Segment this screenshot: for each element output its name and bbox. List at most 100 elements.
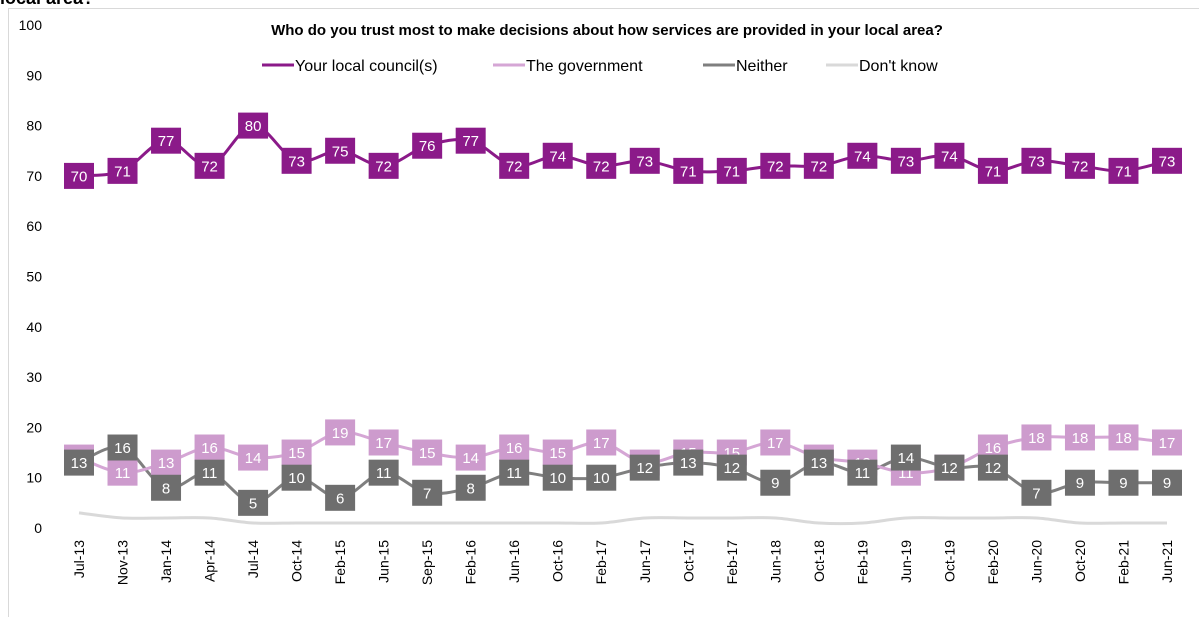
data-label: 15 [412, 439, 443, 466]
data-label: 18 [1064, 424, 1095, 451]
svg-text:15: 15 [549, 445, 566, 462]
svg-text:16: 16 [114, 440, 131, 457]
data-label: 14 [455, 444, 486, 471]
data-label: 72 [368, 152, 399, 179]
svg-text:17: 17 [767, 435, 784, 452]
data-label: 71 [107, 157, 138, 184]
svg-text:71: 71 [723, 163, 740, 180]
data-label: 19 [325, 419, 356, 446]
x-tick-label: Jun-16 [506, 540, 522, 583]
svg-text:6: 6 [336, 490, 344, 507]
data-label: 73 [281, 147, 312, 174]
data-label: 10 [586, 464, 617, 491]
data-label: 73 [1152, 147, 1182, 174]
svg-text:14: 14 [898, 450, 915, 467]
svg-text:73: 73 [288, 153, 305, 170]
cut-off-heading: local area? [0, 0, 94, 9]
x-tick-label: Jun-19 [898, 540, 914, 583]
x-tick-label: Feb-15 [332, 540, 348, 585]
y-tick-label: 40 [26, 319, 42, 335]
data-label: 18 [1108, 424, 1139, 451]
data-label: 74 [934, 142, 965, 169]
data-label: 76 [412, 132, 443, 159]
svg-text:12: 12 [723, 460, 740, 477]
data-label: 73 [890, 147, 921, 174]
svg-text:75: 75 [332, 143, 349, 160]
svg-text:19: 19 [332, 425, 349, 442]
data-label: 72 [499, 152, 530, 179]
data-label: 72 [760, 152, 791, 179]
data-label: 17 [368, 429, 399, 456]
data-label: 9 [1108, 469, 1139, 496]
svg-text:5: 5 [249, 495, 257, 512]
y-tick-label: 20 [26, 419, 42, 435]
svg-text:7: 7 [1032, 485, 1040, 502]
data-label: 74 [847, 142, 878, 169]
data-label: 5 [238, 489, 269, 516]
x-tick-label: Feb-19 [854, 540, 870, 585]
data-label: 11 [194, 459, 225, 486]
svg-text:77: 77 [462, 133, 479, 150]
x-tick-label: Jun-21 [1159, 540, 1175, 583]
svg-text:72: 72 [1072, 158, 1089, 175]
legend-item: Don't know [826, 58, 938, 75]
data-label: 17 [586, 429, 617, 456]
svg-text:11: 11 [376, 465, 392, 482]
svg-text:8: 8 [162, 480, 170, 497]
svg-text:18: 18 [1028, 430, 1045, 447]
y-tick-label: 30 [26, 369, 42, 385]
svg-text:15: 15 [288, 445, 305, 462]
svg-text:12: 12 [941, 460, 958, 477]
x-tick-label: Apr-14 [202, 540, 218, 582]
svg-text:74: 74 [854, 148, 871, 165]
chart-frame [8, 8, 1199, 617]
svg-text:73: 73 [1159, 153, 1176, 170]
data-labels: 1411131614151917151416151713151517141311… [64, 112, 1182, 516]
svg-text:72: 72 [201, 158, 218, 175]
svg-text:10: 10 [288, 470, 305, 487]
legend: Your local council(s) The government Neith… [262, 58, 938, 75]
svg-text:72: 72 [375, 158, 392, 175]
svg-text:9: 9 [771, 475, 779, 492]
svg-text:74: 74 [549, 148, 566, 165]
data-label: 77 [455, 127, 486, 154]
svg-text:17: 17 [375, 435, 392, 452]
svg-text:16: 16 [985, 440, 1002, 457]
svg-text:17: 17 [1159, 435, 1176, 452]
series-line [78, 511, 1167, 526]
legend-label: Your local council(s) [295, 58, 438, 75]
y-tick-label: 100 [19, 17, 43, 33]
data-label: 12 [977, 454, 1008, 481]
svg-text:80: 80 [245, 118, 262, 135]
x-tick-label: Oct-17 [680, 540, 696, 582]
data-label: 16 [194, 434, 225, 461]
svg-text:16: 16 [201, 440, 218, 457]
svg-text:14: 14 [245, 450, 262, 467]
svg-text:9: 9 [1076, 475, 1084, 492]
x-axis: Jul-13 Nov-13 Jan-14 Apr-14 Jul-14 Oct-14 Feb-… [71, 540, 1175, 585]
data-label: 13 [64, 449, 94, 476]
data-label: 11 [847, 459, 878, 486]
x-tick-label: Oct-20 [1072, 540, 1088, 582]
svg-text:71: 71 [680, 163, 697, 180]
x-tick-label: Oct-19 [941, 540, 957, 582]
svg-text:15: 15 [419, 445, 436, 462]
svg-text:74: 74 [941, 148, 958, 165]
y-tick-label: 90 [26, 67, 42, 83]
data-label: 72 [803, 152, 834, 179]
data-label: 73 [629, 147, 660, 174]
data-label: 12 [716, 454, 747, 481]
legend-label: Neither [736, 58, 788, 75]
legend-label: Don't know [859, 58, 938, 75]
data-label: 12 [934, 454, 965, 481]
y-tick-label: 0 [34, 520, 42, 536]
x-tick-label: Oct-16 [550, 540, 566, 582]
data-label: 71 [673, 157, 704, 184]
data-label: 15 [542, 439, 573, 466]
data-label: 11 [368, 459, 399, 486]
svg-text:9: 9 [1163, 475, 1171, 492]
svg-text:13: 13 [71, 455, 88, 472]
data-label: 8 [151, 474, 182, 501]
data-label: 72 [194, 152, 225, 179]
